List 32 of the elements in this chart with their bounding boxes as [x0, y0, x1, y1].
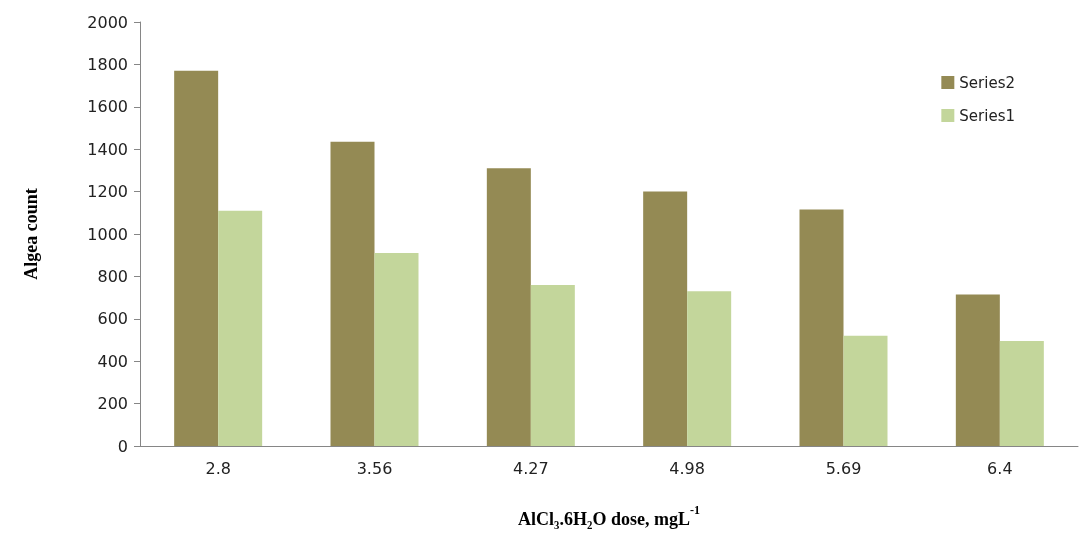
x-tick-label: 6.4	[987, 458, 1013, 478]
bar	[530, 284, 575, 446]
y-tick-label: 0	[117, 436, 128, 456]
bar	[330, 141, 375, 446]
bar	[486, 168, 531, 446]
legend-label: Series2	[959, 73, 1015, 92]
x-tick-label: 3.56	[356, 458, 393, 478]
bar	[799, 209, 844, 446]
bar	[999, 341, 1044, 446]
y-tick-label: 1800	[87, 54, 128, 74]
legend-label: Series1	[959, 106, 1015, 125]
y-axis-title: Algea count	[21, 188, 41, 280]
bar	[643, 191, 688, 446]
y-tick-label: 1400	[87, 139, 128, 159]
y-tick-label: 1000	[87, 224, 128, 244]
y-tick-label: 800	[97, 266, 128, 286]
x-tick-label: 4.27	[513, 458, 549, 478]
x-tick-label: 2.8	[205, 458, 231, 478]
bar	[687, 291, 732, 446]
y-tick-label: 1600	[87, 97, 128, 117]
bar	[174, 70, 219, 446]
bar	[374, 253, 419, 446]
y-tick-label: 400	[97, 351, 128, 371]
y-tick-label: 1200	[87, 182, 128, 202]
bar	[955, 294, 1000, 446]
x-tick-label: 4.98	[669, 458, 705, 478]
y-tick-label: 200	[97, 394, 128, 414]
x-tick-label: 5.69	[825, 458, 862, 478]
bar	[843, 335, 888, 446]
y-tick-label: 600	[97, 309, 128, 329]
bar	[218, 210, 263, 446]
y-tick-label: 2000	[87, 12, 128, 32]
